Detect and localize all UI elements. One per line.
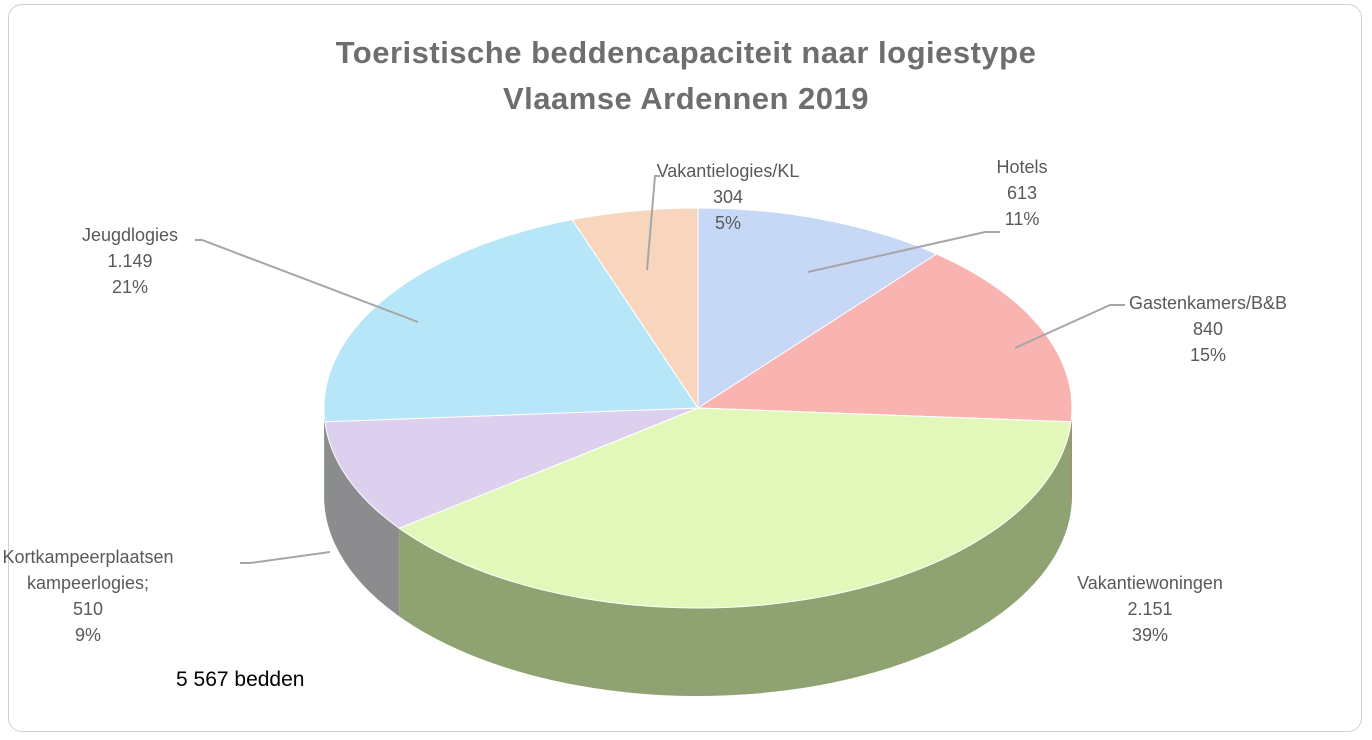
value-label: 2.151 xyxy=(1127,599,1173,619)
category-label: Kortkampeerplaatsen kampeerlogies; xyxy=(2,547,174,593)
annotation: 5 567 bedden xyxy=(176,668,305,691)
leader-line xyxy=(1014,304,1125,349)
category-label: Vakantielogies/KL xyxy=(656,161,800,181)
leader-line xyxy=(240,551,331,564)
category-label: Gastenkamers/B&B xyxy=(1128,293,1288,313)
value-label: 840 xyxy=(1192,319,1224,339)
percent-label: 15% xyxy=(1189,345,1227,365)
slice-side-shade xyxy=(324,408,325,510)
value-label: 613 xyxy=(1006,183,1038,203)
chart-frame xyxy=(8,4,1362,732)
slice-side xyxy=(1071,408,1072,510)
slice xyxy=(398,407,1072,609)
slice-side-shade xyxy=(324,421,400,617)
data-label: Jeugdlogies 1.149 21% xyxy=(82,222,178,300)
data-label: Kortkampeerplaatsen kampeerlogies; 510 9% xyxy=(2,544,173,648)
leader-line xyxy=(195,239,419,323)
data-label: Hotels 613 11% xyxy=(996,154,1047,232)
slice xyxy=(571,207,699,410)
category-label: Vakantiewoningen xyxy=(1077,573,1223,593)
slice-side-shade xyxy=(399,421,1072,697)
category-label: Hotels xyxy=(996,157,1048,177)
slice xyxy=(696,253,1073,423)
leader-line xyxy=(807,231,1000,273)
value-label: 510 xyxy=(72,599,104,619)
percent-label: 5% xyxy=(714,213,742,233)
value-label: 304 xyxy=(712,187,744,207)
leader-line xyxy=(646,175,660,271)
slice-side-shade xyxy=(1071,408,1072,510)
percent-label: 21% xyxy=(111,277,149,297)
category-label: Jeugdlogies xyxy=(81,225,179,245)
percent-label: 39% xyxy=(1131,625,1169,645)
data-label: Vakantiewoningen 2.151 39% xyxy=(1077,570,1223,648)
slice-side xyxy=(324,408,325,510)
slice xyxy=(324,407,699,529)
percent-label: 11% xyxy=(1004,209,1040,229)
slice-side xyxy=(324,421,400,617)
slice-side xyxy=(399,421,1072,697)
slice xyxy=(323,219,699,423)
data-label: Vakantielogies/KL 304 5% xyxy=(657,158,800,236)
value-label: 1.149 xyxy=(107,251,153,271)
data-label: Gastenkamers/B&B 840 15% xyxy=(1129,290,1287,368)
chart-title: Toeristische beddencapaciteit naar logie… xyxy=(335,35,1037,116)
percent-label: 9% xyxy=(74,625,102,645)
